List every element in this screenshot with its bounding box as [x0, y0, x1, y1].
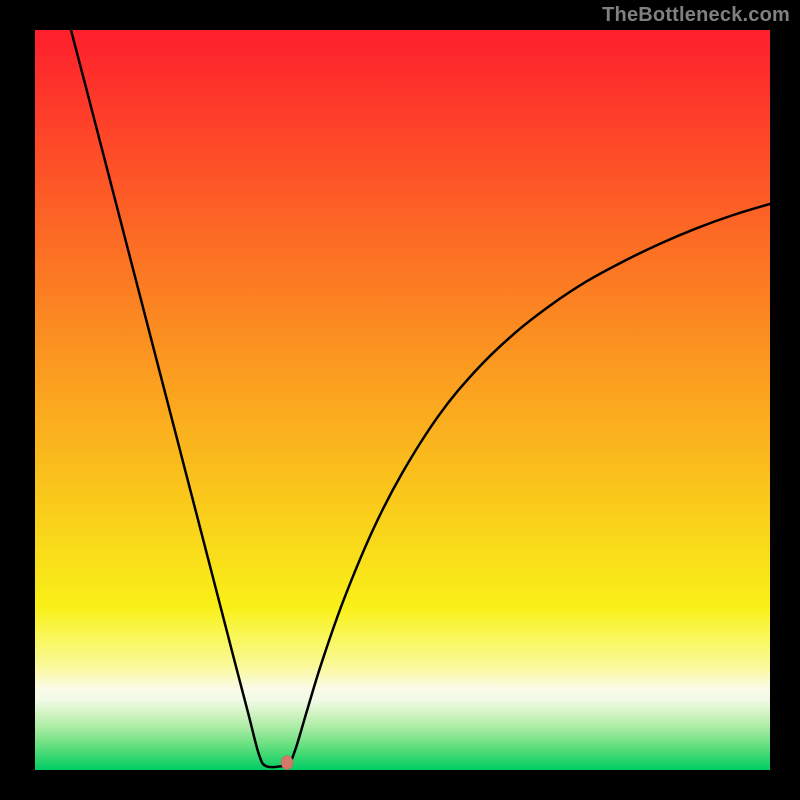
- watermark-text: TheBottleneck.com: [602, 4, 790, 27]
- chart-svg: [0, 0, 800, 800]
- bottleneck-chart: [0, 0, 800, 800]
